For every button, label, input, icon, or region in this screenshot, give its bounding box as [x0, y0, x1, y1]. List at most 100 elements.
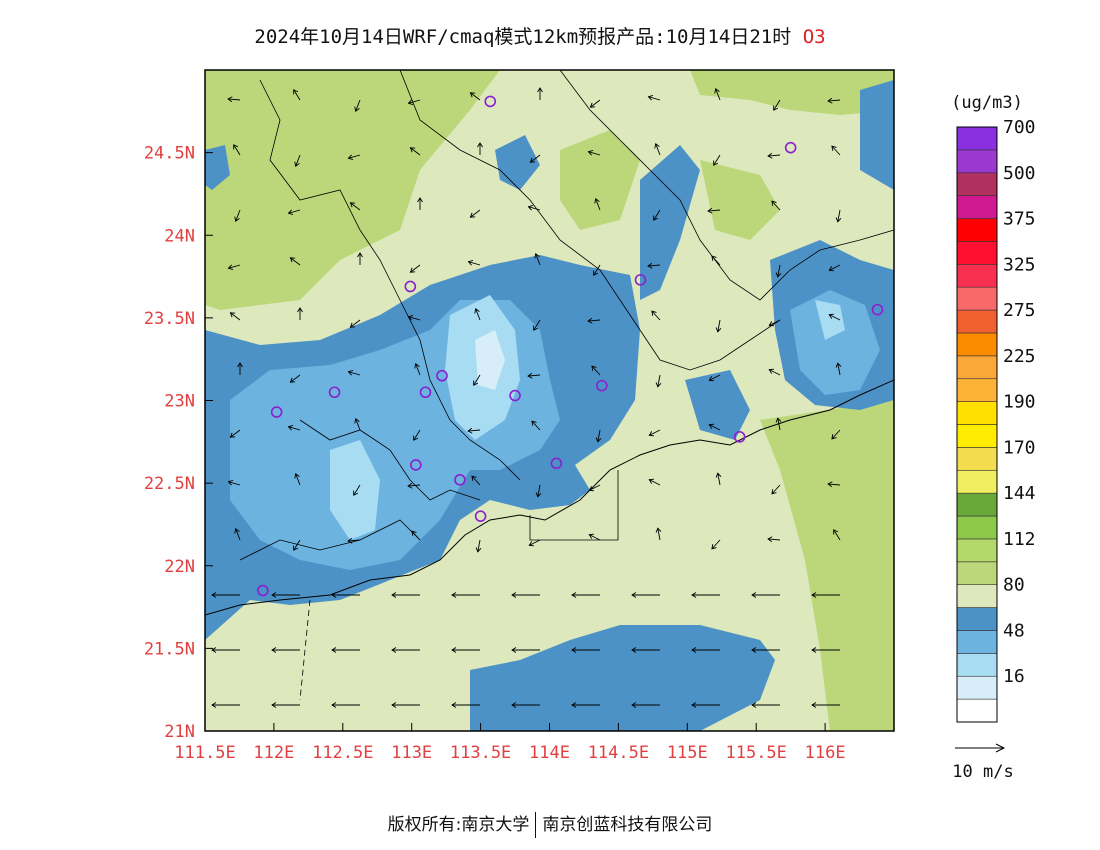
wind-arrow [410, 147, 421, 156]
wind-arrow [657, 528, 661, 541]
wind-arrowhead [751, 592, 757, 598]
wind-arrowhead [654, 143, 660, 149]
legend-label: 275 [1003, 300, 1036, 321]
legend-swatch [956, 515, 998, 540]
wind-arrowhead [647, 94, 654, 101]
boundary-1 [259, 79, 521, 481]
legend-label: 500 [1003, 163, 1036, 184]
wind-arrow [655, 143, 661, 156]
wind-arrowhead [347, 154, 354, 161]
legend-swatch [956, 195, 998, 219]
wind-arrowhead [289, 257, 296, 263]
x-tick-label: 112.5E [312, 743, 373, 763]
wind-arrowhead [713, 160, 719, 166]
wind-arrow [355, 99, 361, 112]
monitoring-stations [257, 95, 884, 597]
legend-swatch [956, 332, 998, 357]
wind-arrowhead [651, 310, 657, 316]
wind-arrow [711, 539, 721, 550]
wind-arrowhead [511, 702, 517, 708]
wind-arrowhead [511, 592, 517, 598]
x-tick-label: 114.5E [588, 743, 649, 763]
wind-arrowhead [347, 537, 353, 544]
boundary-4 [299, 419, 481, 501]
wind-arrowhead [211, 592, 217, 598]
y-tick-label: 21N [164, 722, 195, 742]
wind-arrowhead [475, 547, 482, 553]
wind-arrowhead [237, 362, 243, 368]
wind-arrowhead [571, 647, 577, 653]
wind-arrow [471, 475, 481, 486]
wind-arrowhead [533, 325, 539, 331]
wind-arrow [411, 530, 421, 541]
wind-arrowhead [529, 157, 536, 163]
wind-arrow [230, 312, 241, 321]
wind-arrow [535, 253, 541, 266]
wind-arrow [408, 99, 421, 104]
station-marker [509, 389, 521, 402]
legend-swatch [956, 355, 998, 380]
wind-arrowhead [451, 647, 457, 653]
wind-arrowhead [527, 372, 533, 379]
field-green-east [760, 400, 894, 731]
field-blue-east-small [685, 370, 750, 440]
wind-arrowhead [353, 490, 359, 496]
wind-arrowhead [767, 536, 773, 543]
wind-arrow [829, 264, 841, 271]
wind-arrowhead [708, 376, 714, 382]
vector-scale-arrowhead [995, 743, 1006, 753]
wind-arrow [595, 198, 601, 211]
wind-arrowhead [768, 321, 774, 327]
legend-swatch [956, 401, 998, 425]
wind-arrowhead [407, 482, 413, 489]
wind-arrowhead [271, 647, 277, 653]
wind-arrowhead [827, 97, 833, 104]
wind-arrowhead [227, 264, 234, 271]
legend-label: 80 [1003, 575, 1025, 596]
latitude-axis: 21N 21.5N 22N 22.5N 23N 23.5N 24N 24.5N [144, 144, 213, 742]
y-tick-label: 22.5N [144, 474, 195, 494]
boundary-5 [239, 519, 421, 561]
wind-arrow [350, 319, 361, 328]
wind-arrowhead [595, 437, 602, 443]
wind-arrowhead [714, 88, 720, 94]
wind-arrow [293, 539, 301, 551]
wind-arrowhead [707, 207, 713, 214]
wind-arrowhead [354, 106, 360, 112]
wind-arrowhead [233, 144, 239, 150]
wind-arrowhead [631, 647, 637, 653]
wind-arrowhead [631, 592, 637, 598]
wind-arrow [648, 96, 661, 101]
wind-arrow [355, 418, 361, 431]
wind-arrowhead [467, 427, 473, 434]
wind-arrowhead [411, 530, 417, 536]
wind-arrowhead [655, 382, 662, 388]
wind-arrowhead [775, 272, 782, 278]
wind-arrowhead [708, 423, 714, 429]
field-lightblue-sw [330, 440, 380, 540]
coastline [205, 379, 894, 616]
wind-arrow [709, 374, 721, 381]
wind-arrow [468, 261, 481, 266]
y-tick-label: 22N [164, 557, 195, 577]
wind-arrow [470, 92, 481, 101]
wind-arrow [233, 144, 241, 156]
wind-arrow [230, 429, 241, 438]
wind-arrowhead [593, 270, 599, 276]
wind-arrowhead [289, 377, 296, 383]
wind-arrowhead [835, 217, 842, 223]
copyright-footer: 版权所有:南京大学 南京创蓝科技有限公司 [0, 810, 1100, 838]
wind-arrowhead [589, 102, 596, 108]
legend-swatch [956, 675, 998, 700]
wind-arrow [593, 264, 601, 276]
wind-arrowhead [271, 702, 277, 708]
wind-arrowhead [229, 312, 236, 318]
station-marker [404, 280, 417, 293]
wind-arrow [228, 481, 241, 486]
wind-arrow [470, 209, 481, 218]
station-marker [474, 510, 487, 522]
wind-arrow [651, 310, 661, 321]
legend-swatch [956, 149, 998, 174]
wind-arrowhead [591, 365, 597, 371]
wind-arrow [528, 374, 541, 377]
